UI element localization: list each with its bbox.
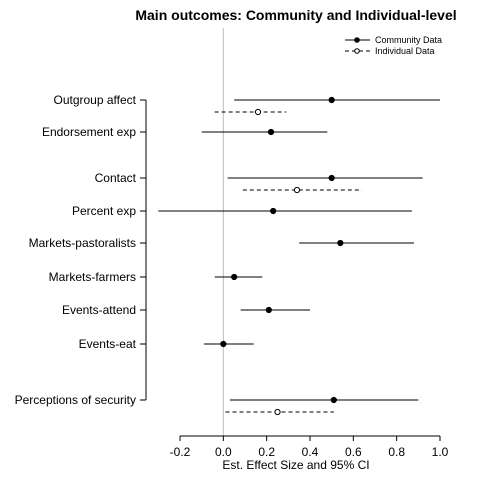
point-individual-contact: [293, 186, 301, 194]
x-axis-title: Est. Effect Size and 95% CI: [222, 458, 369, 472]
legend-label-community: Community Data: [375, 35, 442, 45]
data-marks: [158, 96, 440, 416]
category-axis: Outgroup affect Endorsement exp Contact Per…: [15, 93, 146, 407]
point-community-events-attend: [265, 306, 272, 314]
x-tick-label: 0.2: [258, 445, 275, 459]
point-community-contact: [328, 174, 335, 182]
category-label-markets-pastoralists: Markets-pastoralists: [29, 236, 136, 250]
point-community-endorsement-exp: [267, 128, 275, 136]
point-community-perceptions-of-security: [330, 396, 337, 404]
category-label-endorsement-exp: Endorsement exp: [42, 125, 136, 139]
point-community-events-eat: [220, 340, 227, 348]
legend-label-individual: Individual Data: [375, 46, 435, 56]
category-label-percent-exp: Percent exp: [72, 204, 136, 218]
x-tick-label: 0.8: [388, 445, 405, 459]
point-individual-outgroup-affect: [254, 108, 262, 116]
legend: Community Data Individual Data: [345, 35, 442, 56]
point-community-percent-exp: [270, 207, 277, 215]
category-label-events-eat: Events-eat: [79, 337, 137, 351]
category-label-perceptions-of-security: Perceptions of security: [15, 393, 136, 407]
x-tick-label: 0.0: [215, 445, 232, 459]
category-label-contact: Contact: [95, 171, 137, 185]
x-tick-label: -0.2: [170, 445, 191, 459]
chart-title: Main outcomes: Community and Individual-…: [135, 7, 456, 23]
x-tick-label: 1.0: [432, 445, 449, 459]
legend-marker-individual: [354, 48, 360, 54]
point-community-markets-farmers: [231, 273, 238, 281]
legend-marker-community: [354, 37, 360, 43]
x-tick-label: 0.6: [345, 445, 362, 459]
point-community-markets-pastoralists: [337, 239, 344, 247]
category-label-markets-farmers: Markets-farmers: [49, 270, 136, 284]
x-axis-ticks: -0.2 0.0 0.2 0.4 0.6 0.8 1.0: [170, 436, 449, 459]
point-community-outgroup-affect: [328, 96, 335, 104]
category-label-events-attend: Events-attend: [62, 303, 136, 317]
x-tick-label: 0.4: [302, 445, 319, 459]
category-label-outgroup-affect: Outgroup affect: [54, 93, 137, 107]
point-individual-perceptions-of-security: [274, 408, 281, 416]
